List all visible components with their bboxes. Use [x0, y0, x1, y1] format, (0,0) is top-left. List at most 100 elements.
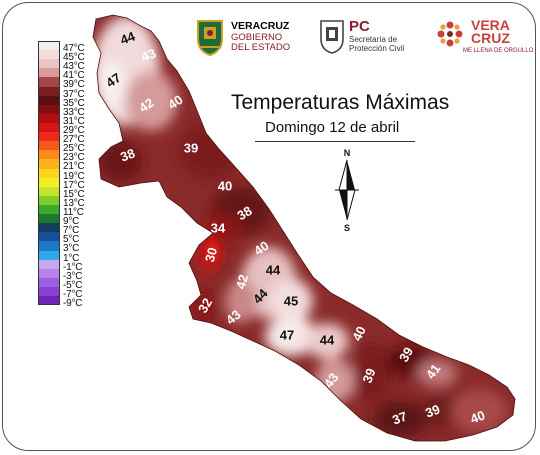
pc-line1: Secretaría de: [349, 35, 398, 44]
legend-row: -3°C: [38, 268, 92, 281]
temperature-label: 40: [165, 92, 185, 113]
legend-label: -9°C: [63, 298, 83, 310]
temperature-label: 40: [251, 238, 271, 259]
pc-line2: Protección Civil: [349, 44, 405, 53]
legend-row: 35°C: [38, 95, 92, 108]
temperature-label: 40: [218, 178, 232, 193]
legend-row: 33°C: [38, 104, 92, 117]
veracruz-government-logo: VERACRUZ GOBIERNO DEL ESTADO: [193, 15, 311, 61]
legend-row: -1°C: [38, 259, 92, 272]
legend-row: 11°C: [38, 204, 92, 217]
legend-swatch: [38, 286, 60, 297]
legend-swatch: [38, 168, 60, 178]
legend-swatch: [38, 141, 60, 151]
brand-line2: CRUZ: [471, 30, 510, 46]
temperature-label: 39: [396, 344, 416, 364]
legend-row: 37°C: [38, 86, 92, 99]
legend-swatch: [38, 113, 60, 123]
shield-icon: [320, 20, 344, 54]
legend-row: 17°C: [38, 177, 92, 190]
legend-row: 47°C: [38, 41, 92, 54]
temperature-label: 41: [423, 361, 444, 381]
temperature-label: 42: [233, 273, 251, 291]
legend-label: -5°C: [63, 279, 83, 291]
brand-line1: VERA: [471, 17, 510, 33]
temperature-label: 47: [103, 70, 123, 91]
temperature-label: 40: [468, 407, 487, 426]
title-divider: [255, 141, 415, 142]
veracruz-gov-line3: DEL ESTADO: [231, 42, 291, 53]
legend-row: 5°C: [38, 232, 92, 245]
legend-swatch: [38, 186, 60, 196]
legend-label: 47°C: [63, 43, 85, 54]
temperature-label: 30: [202, 246, 220, 264]
temperature-label: 37: [390, 408, 409, 427]
state-outline: [92, 14, 516, 442]
legend-label: 35°C: [63, 97, 85, 109]
legend-label: 33°C: [63, 106, 85, 118]
temperature-label: 43: [139, 45, 158, 64]
logo-strip: VERACRUZ GOBIERNO DEL ESTADO PC Secretar…: [193, 15, 533, 65]
legend-row: 21°C: [38, 159, 92, 172]
legend-row: 43°C: [38, 59, 92, 72]
north-arrow-icon: N S: [335, 148, 359, 233]
temperature-label: 38: [234, 203, 254, 223]
temperature-label: 44: [320, 332, 335, 347]
compass-south-label: S: [344, 223, 350, 233]
legend-swatch: [38, 241, 60, 251]
legend-swatch: [38, 95, 60, 105]
legend-swatch: [38, 177, 60, 187]
legend-swatch: [38, 223, 60, 233]
temperature-label: 43: [321, 370, 342, 390]
legend-swatch: [38, 296, 60, 306]
legend-label: 13°C: [63, 197, 85, 209]
legend-swatch: [38, 86, 60, 96]
veracruz-gov-line1: VERACRUZ: [231, 20, 290, 32]
legend-swatch: [38, 259, 60, 269]
legend-row: -7°C: [38, 286, 92, 299]
legend-row: 13°C: [38, 195, 92, 208]
legend-row: 1°C: [38, 250, 92, 263]
legend-row: -5°C: [38, 277, 92, 290]
temperature-label: 32: [195, 295, 215, 315]
legend-swatch: [38, 232, 60, 242]
legend-row: 15°C: [38, 186, 92, 199]
legend-label: 5°C: [63, 234, 80, 246]
legend-label: -3°C: [63, 270, 83, 282]
temperature-label: 39: [359, 366, 378, 385]
legend-row: 7°C: [38, 223, 92, 236]
map-subtitle: Domingo 12 de abril: [265, 119, 400, 136]
legend-label: 15°C: [63, 188, 85, 200]
legend-label: 37°C: [63, 88, 85, 100]
legend-row: 23°C: [38, 150, 92, 163]
legend-label: 31°C: [63, 115, 85, 127]
legend-row: 3°C: [38, 241, 92, 254]
legend-row: 9°C: [38, 214, 92, 227]
legend-row: 39°C: [38, 77, 92, 90]
veracruz-brand-logo: VERA CRUZ ME LLENA DE ORGULLO: [431, 15, 534, 61]
legend-label: 3°C: [63, 243, 80, 255]
temperature-label: 40: [349, 324, 369, 343]
legend-swatch: [38, 77, 60, 87]
temperature-label: 34: [211, 220, 226, 235]
legend-row: 45°C: [38, 50, 92, 63]
legend-row: 25°C: [38, 141, 92, 154]
map-frame: 44 43 47 42 40 38 39 40 38 34 40 30 44 42 44 45 32 43 47 44…: [2, 2, 536, 451]
legend-label: 23°C: [63, 152, 85, 164]
legend-label: 25°C: [63, 143, 85, 155]
legend-swatch: [38, 268, 60, 278]
brand-tagline: ME LLENA DE ORGULLO: [463, 48, 534, 54]
coat-of-arms-icon: [197, 20, 223, 57]
legend-label: 7°C: [63, 225, 80, 237]
legend-swatch: [38, 122, 60, 133]
legend-label: 17°C: [63, 179, 85, 191]
temperature-label: 39: [423, 401, 442, 420]
legend-swatch: [38, 204, 60, 215]
legend-swatch: [38, 195, 60, 205]
legend-label: 9°C: [63, 216, 80, 228]
legend-label: 43°C: [63, 61, 85, 73]
legend-label: 45°C: [63, 52, 85, 64]
flower-icon: [437, 21, 463, 47]
